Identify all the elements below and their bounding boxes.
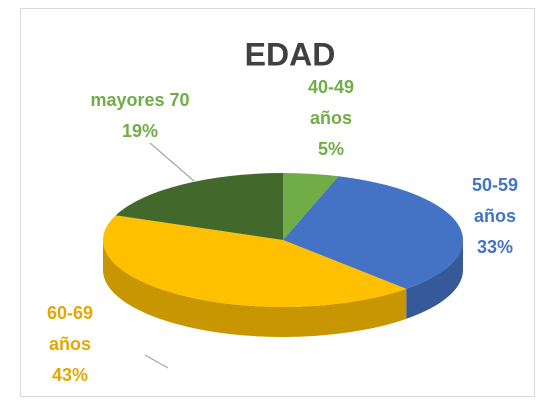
value-label: 33% [476, 237, 514, 257]
leader-line [149, 142, 195, 182]
category-label: 60-69 años [46, 303, 94, 354]
slice-side [103, 240, 407, 338]
slice [283, 173, 339, 240]
data-label: 50-59 años 33% [460, 170, 530, 263]
data-label: 40-49 años 5% [296, 72, 366, 165]
value-label: 43% [51, 365, 89, 385]
value-label: 19% [121, 121, 159, 141]
slice [115, 172, 284, 240]
slice-side [406, 240, 463, 319]
data-label: mayores 70 19% [60, 85, 220, 147]
leader-line [144, 354, 169, 369]
category-label: 40-49 años [307, 77, 355, 128]
category-label: mayores 70 [90, 90, 190, 110]
slice [283, 176, 464, 289]
chart-title: EDAD [245, 36, 336, 72]
category-label: 50-59 años [471, 175, 519, 226]
value-label: 5% [317, 139, 344, 159]
data-label: 60-69 años 43% [35, 298, 105, 391]
pie [102, 172, 464, 338]
slice [102, 215, 407, 308]
